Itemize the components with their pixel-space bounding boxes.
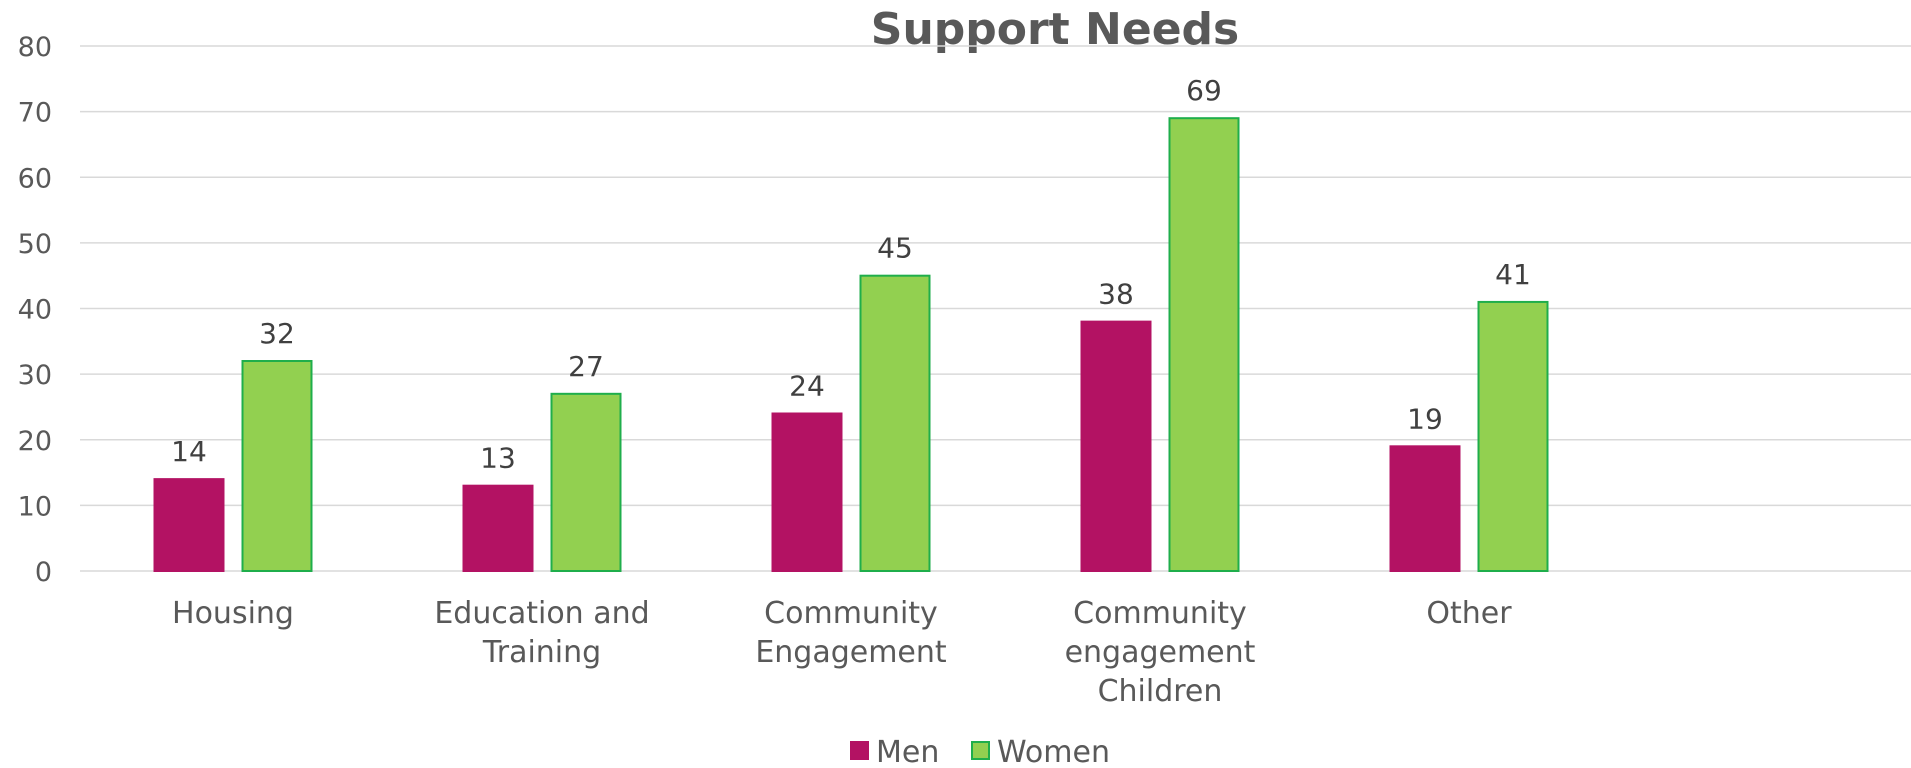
x-tick-label: engagement — [1065, 635, 1256, 670]
data-label: 41 — [1495, 258, 1531, 291]
x-tick-label: Engagement — [755, 635, 947, 670]
data-label: 13 — [480, 442, 516, 475]
bar-women — [859, 274, 931, 572]
data-label: 27 — [568, 350, 604, 383]
y-tick-label: 30 — [18, 360, 52, 391]
y-tick-label: 50 — [18, 229, 52, 260]
bar-men — [1389, 445, 1461, 572]
gridlines — [80, 45, 1911, 572]
data-label: 32 — [259, 317, 295, 350]
y-tick-label: 60 — [18, 163, 52, 194]
bar-men — [153, 478, 225, 572]
data-label: 14 — [171, 435, 207, 468]
y-tick-label: 40 — [18, 295, 52, 326]
bar-women — [241, 360, 313, 572]
bar-men — [771, 412, 843, 572]
data-label: 69 — [1186, 74, 1222, 107]
legend-swatch-men — [850, 741, 869, 760]
bar-women — [550, 392, 622, 572]
bar-men — [462, 484, 534, 572]
y-tick-label: 80 — [18, 32, 52, 63]
data-label: 24 — [789, 370, 825, 403]
chart-title: Support Needs — [871, 4, 1239, 55]
bar-women — [1477, 300, 1549, 572]
y-tick-label: 10 — [18, 491, 52, 522]
bars — [153, 117, 1549, 572]
y-tick-label: 0 — [35, 557, 52, 588]
y-axis: 0 10 20 30 40 50 60 70 80 — [18, 32, 52, 588]
y-tick-label: 20 — [18, 426, 52, 457]
x-tick-label: Housing — [172, 596, 294, 631]
x-tick-label: Community — [1073, 596, 1247, 631]
x-tick-label: Other — [1426, 596, 1512, 631]
x-tick-label: Training — [482, 635, 601, 670]
bar-men — [1080, 320, 1152, 572]
x-tick-label: Community — [764, 596, 938, 631]
legend: Men Women — [850, 735, 1110, 768]
legend-label-men: Men — [876, 735, 939, 768]
x-tick-label: Education and — [434, 596, 649, 631]
x-tick-label: Children — [1098, 674, 1223, 709]
data-label: 19 — [1407, 402, 1443, 435]
legend-swatch-women — [971, 741, 990, 760]
y-tick-label: 70 — [18, 98, 52, 129]
data-label: 45 — [877, 232, 913, 265]
bar-women — [1168, 117, 1240, 572]
data-labels: 14 32 13 27 24 45 38 69 19 41 — [171, 74, 1531, 475]
legend-label-women: Women — [997, 735, 1110, 768]
data-label: 38 — [1098, 278, 1134, 311]
x-axis: Housing Education and Training Community Eng… — [172, 596, 1512, 709]
